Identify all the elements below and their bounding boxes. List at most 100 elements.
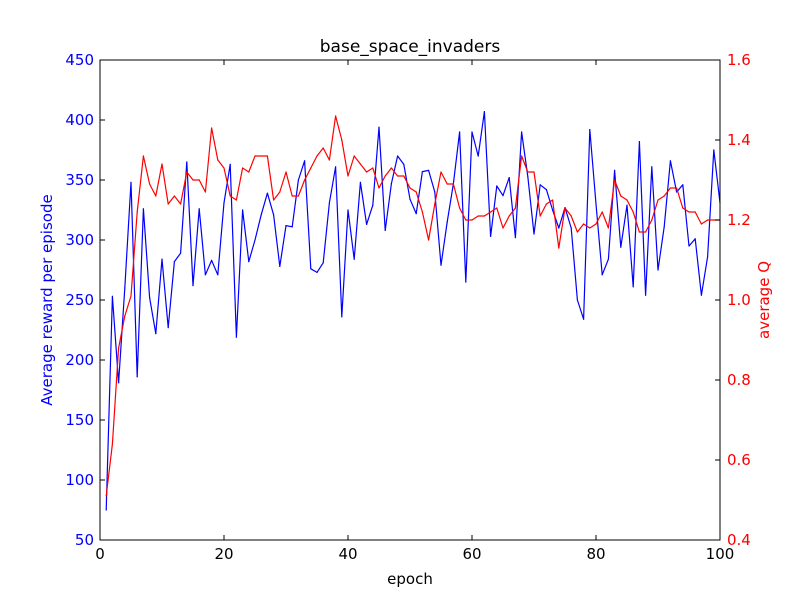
reward-point-5 (130, 181, 132, 183)
average-q-point-35 (316, 155, 318, 157)
reward-series-line (105, 110, 721, 511)
reward-point-96 (694, 238, 696, 240)
reward-point-58 (459, 131, 461, 133)
reward-point-55 (440, 264, 442, 266)
reward-point-80 (595, 203, 597, 205)
reward-point-85 (626, 204, 628, 206)
average-q-point-45 (378, 187, 380, 189)
reward-point-70 (533, 233, 535, 235)
reward-point-87 (638, 141, 641, 143)
average-q-point-20 (223, 167, 225, 169)
y-left-tick-label: 400 (65, 111, 94, 129)
average-q-point-26 (260, 155, 262, 157)
y-right-tick-label: 0.6 (727, 451, 751, 469)
reward-point-48 (397, 155, 399, 157)
reward-point-61 (477, 155, 479, 157)
reward-point-42 (359, 181, 361, 183)
reward-point-7 (142, 208, 144, 210)
reward-point-84 (620, 246, 622, 248)
average-q-point-84 (620, 195, 622, 197)
reward-point-71 (539, 184, 541, 186)
average-q-point-50 (409, 187, 411, 189)
average-q-point-78 (583, 223, 585, 225)
average-q-point-66 (508, 215, 510, 217)
y-right-tick-label: 1.6 (727, 51, 751, 69)
y-left-tick-label: 300 (65, 231, 94, 249)
reward-point-60 (471, 131, 473, 133)
reward-point-76 (570, 227, 572, 229)
reward-point-65 (502, 195, 504, 197)
x-tick-label: 40 (338, 545, 357, 563)
average-q-point-47 (390, 167, 392, 169)
y-left-axis-label: Average reward per episode (38, 194, 56, 405)
average-q-point-39 (341, 139, 343, 141)
x-tick-label: 100 (706, 545, 735, 563)
reward-point-51 (415, 213, 417, 215)
average-q-point-70 (533, 171, 535, 173)
y-right-axis-label: average Q (755, 261, 773, 339)
average-q-point-53 (428, 239, 430, 241)
average-q-point-69 (527, 171, 529, 173)
y-left-tick-label: 350 (65, 171, 94, 189)
reward-point-52 (421, 171, 423, 173)
reward-point-38 (335, 166, 337, 168)
average-q-point-3 (118, 347, 120, 349)
average-q-point-2 (111, 443, 113, 445)
average-q-point-67 (514, 207, 517, 209)
y-right-tick-label: 0.8 (727, 371, 751, 389)
average-q-point-99 (713, 219, 715, 221)
average-q-point-76 (570, 215, 572, 217)
reward-point-22 (235, 336, 237, 338)
y-left-tick-label: 100 (65, 471, 94, 489)
x-tick-label: 60 (462, 545, 481, 563)
average-q-point-25 (254, 155, 256, 157)
series-reward-line (105, 110, 721, 511)
reward-point-20 (223, 202, 225, 204)
average-q-point-89 (651, 219, 653, 221)
average-q-point-77 (576, 231, 579, 233)
reward-point-69 (527, 175, 529, 177)
average-q-point-96 (694, 211, 696, 213)
reward-point-21 (229, 163, 231, 165)
average-q-point-32 (297, 195, 299, 197)
reward-point-88 (645, 294, 647, 296)
reward-point-31 (291, 226, 293, 228)
chart-title: base_space_invaders (320, 37, 501, 57)
y-right-tick-label: 1.0 (727, 291, 751, 309)
x-axis-label: epoch (387, 570, 433, 588)
average-q-point-19 (217, 159, 219, 161)
reward-point-36 (322, 262, 324, 264)
y-left-tick-label: 450 (65, 51, 94, 69)
average-q-point-22 (235, 199, 237, 201)
reward-point-79 (589, 129, 591, 131)
average-q-point-57 (452, 183, 454, 185)
reward-point-50 (409, 198, 411, 200)
average-q-point-51 (415, 191, 417, 193)
average-q-point-43 (366, 171, 368, 173)
average-q-point-88 (645, 231, 647, 233)
reward-point-3 (118, 382, 120, 384)
average-q-point-55 (440, 171, 442, 173)
reward-point-25 (254, 239, 256, 241)
average-q-point-65 (502, 227, 504, 229)
plot-area (100, 60, 720, 540)
reward-point-32 (297, 179, 299, 181)
reward-point-1 (105, 509, 107, 511)
reward-point-92 (669, 160, 672, 162)
reward-point-77 (576, 299, 579, 301)
x-tick-label: 20 (214, 545, 233, 563)
average-q-point-94 (682, 207, 684, 209)
reward-point-97 (700, 294, 703, 296)
reward-point-74 (558, 227, 560, 229)
average-q-point-73 (552, 199, 554, 201)
reward-point-17 (204, 274, 206, 276)
reward-point-59 (465, 281, 467, 283)
reward-point-89 (651, 166, 653, 168)
reward-point-54 (434, 191, 436, 193)
average-q-point-83 (614, 179, 616, 181)
average-q-point-68 (521, 155, 523, 157)
average-q-point-75 (564, 207, 566, 209)
average-q-point-82 (607, 227, 610, 229)
reward-point-99 (713, 149, 715, 151)
average-q-point-71 (539, 215, 541, 217)
